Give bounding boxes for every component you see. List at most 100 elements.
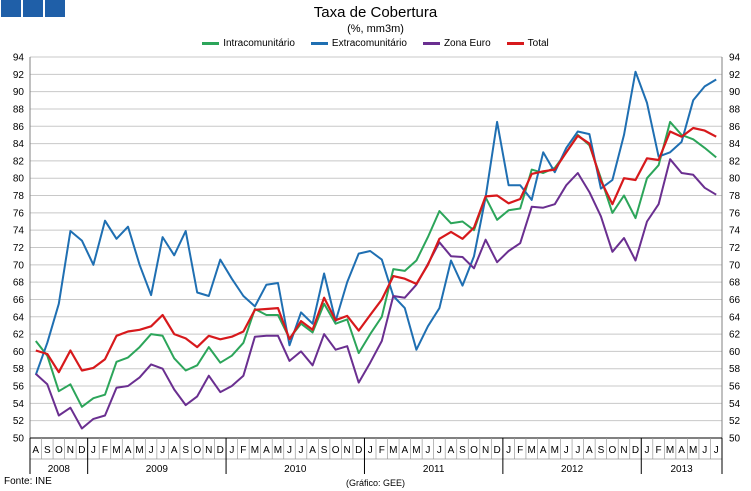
logo-block-2 (23, 0, 43, 17)
y-tick-label-right: 88 (729, 104, 741, 115)
month-label: A (540, 445, 547, 456)
y-tick-label-left: 58 (13, 364, 25, 375)
y-tick-label-left: 60 (13, 347, 25, 358)
month-label: S (321, 445, 328, 456)
legend-swatch (202, 42, 220, 45)
year-label: 2010 (284, 464, 307, 475)
month-label: J (160, 445, 165, 456)
month-label: M (666, 445, 674, 456)
month-label: N (205, 445, 212, 456)
y-tick-label-left: 72 (13, 243, 25, 254)
month-label: A (401, 445, 408, 456)
month-label: N (620, 445, 627, 456)
month-label: A (171, 445, 178, 456)
month-label: J (91, 445, 96, 456)
month-label: M (412, 445, 420, 456)
credit-label: (Gráfico: GEE) (345, 478, 405, 488)
month-label: M (689, 445, 697, 456)
y-tick-label-right: 60 (729, 347, 741, 358)
y-tick-label-left: 64 (13, 312, 25, 323)
y-tick-label-left: 56 (13, 382, 25, 393)
y-tick-label-right: 94 (729, 53, 741, 64)
month-label: J (437, 445, 442, 456)
y-tick-label-right: 62 (729, 330, 741, 341)
month-label: J (368, 445, 373, 456)
month-label: F (379, 445, 385, 456)
month-label: S (182, 445, 189, 456)
month-label: N (67, 445, 74, 456)
month-label: M (528, 445, 536, 456)
month-label: S (44, 445, 51, 456)
year-label: 2008 (48, 464, 71, 475)
legend: Intracomunitário Extracomunitário Zona Eur… (0, 38, 751, 49)
month-label: A (448, 445, 455, 456)
legend-item: Zona Euro (422, 38, 491, 49)
y-tick-label-left: 88 (13, 104, 25, 115)
month-label: D (632, 445, 639, 456)
y-tick-label-left: 78 (13, 191, 25, 202)
y-tick-label-right: 84 (729, 139, 741, 150)
month-label: O (193, 445, 201, 456)
y-tick-label-left: 82 (13, 156, 25, 167)
y-tick-label-right: 72 (729, 243, 741, 254)
year-label: 2012 (561, 464, 584, 475)
y-tick-label-left: 74 (13, 226, 25, 237)
month-label: M (551, 445, 559, 456)
legend-label: Zona Euro (443, 38, 491, 49)
y-tick-label-left: 70 (13, 260, 25, 271)
y-tick-label-right: 76 (729, 208, 741, 219)
year-label: 2009 (146, 464, 169, 475)
month-label: S (598, 445, 605, 456)
month-label: M (274, 445, 282, 456)
legend-label: Extracomunitário (331, 38, 407, 49)
legend-label: Intracomunitário (223, 38, 295, 49)
month-label: D (493, 445, 500, 456)
legend-label: Total (527, 38, 549, 49)
month-label: M (135, 445, 143, 456)
y-tick-label-right: 66 (729, 295, 741, 306)
month-label: O (55, 445, 63, 456)
month-label: D (217, 445, 224, 456)
legend-swatch (310, 42, 328, 45)
month-label: A (32, 445, 39, 456)
month-label: J (149, 445, 154, 456)
month-label: J (575, 445, 580, 456)
logo-block-1 (1, 0, 21, 17)
series-line-zona-euro (35, 158, 717, 430)
y-tick-label-left: 84 (13, 139, 25, 150)
month-label: J (714, 445, 719, 456)
month-label: O (470, 445, 478, 456)
month-label: J (229, 445, 234, 456)
legend-item: Extracomunitário (310, 38, 407, 49)
y-tick-label-right: 54 (729, 399, 741, 410)
month-label: O (609, 445, 617, 456)
source-label: Fonte: INE (4, 476, 52, 487)
y-tick-label-left: 54 (13, 399, 25, 410)
chart-title: Taxa de Cobertura (313, 4, 438, 21)
year-label: 2013 (671, 464, 694, 475)
y-tick-label-right: 56 (729, 382, 741, 393)
y-tick-label-left: 76 (13, 208, 25, 219)
month-label: N (344, 445, 351, 456)
series-line-total (35, 126, 717, 374)
month-label: A (678, 445, 685, 456)
month-label: O (332, 445, 340, 456)
y-tick-label-left: 66 (13, 295, 25, 306)
legend-item: Total (506, 38, 549, 49)
month-label: J (287, 445, 292, 456)
y-tick-label-left: 80 (13, 174, 25, 185)
month-label: D (355, 445, 362, 456)
y-tick-label-right: 80 (729, 174, 741, 185)
month-label: F (240, 445, 246, 456)
y-tick-label-right: 82 (729, 156, 741, 167)
month-label: A (125, 445, 132, 456)
month-label: J (564, 445, 569, 456)
y-tick-label-left: 90 (13, 87, 25, 98)
month-label: N (482, 445, 489, 456)
month-label: D (78, 445, 85, 456)
y-tick-label-left: 94 (13, 53, 25, 64)
month-label: J (425, 445, 430, 456)
legend-item: Intracomunitário (202, 38, 295, 49)
month-label: J (702, 445, 707, 456)
